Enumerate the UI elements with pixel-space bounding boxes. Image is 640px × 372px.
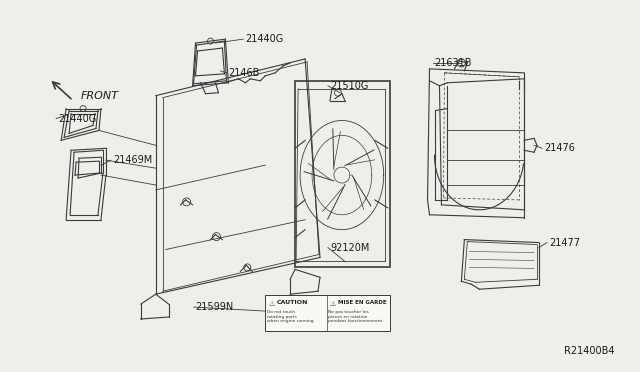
Text: 21631B: 21631B [435,58,472,68]
Text: 92120M: 92120M [330,243,369,253]
Bar [265,295,390,331]
Text: 21440G: 21440G [245,34,284,44]
Text: MISE EN GARDE: MISE EN GARDE [338,300,387,305]
Text: 21469M: 21469M [113,155,152,165]
Text: 21477: 21477 [549,238,580,248]
Bar [295,81,390,267]
Text: 21476: 21476 [544,143,575,153]
Text: CAUTION: CAUTION [277,300,308,305]
Text: 2146B: 2146B [228,68,260,78]
Text: Ne pas toucher les
pieces en rotation
pendant fonctionnement: Ne pas toucher les pieces en rotation pe… [328,310,382,323]
Text: FRONT: FRONT [81,91,119,101]
Text: 21440G: 21440G [58,113,97,124]
Text: ⚠: ⚠ [330,301,336,307]
Text: 21599N: 21599N [196,302,234,312]
Text: Do not touch
rotating parts
when engine running: Do not touch rotating parts when engine … [268,310,314,323]
Text: 21510G: 21510G [330,81,369,91]
Text: ⚠: ⚠ [268,301,275,307]
Text: R21400B4: R21400B4 [564,346,614,356]
